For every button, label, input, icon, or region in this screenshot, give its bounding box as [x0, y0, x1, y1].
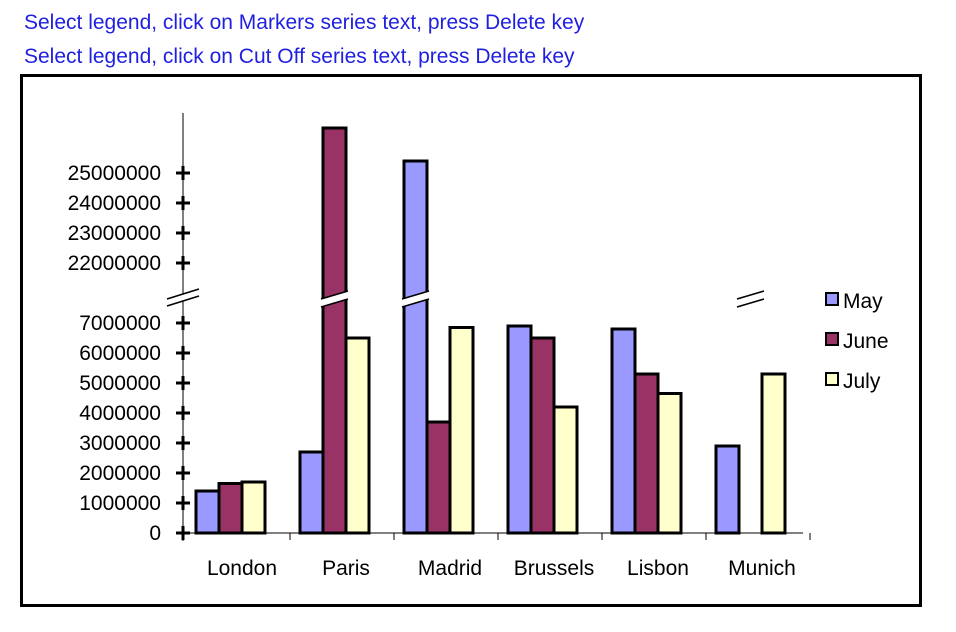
legend-swatch-may[interactable] — [825, 292, 839, 306]
y-tick-label: 0 — [149, 522, 161, 545]
y-tick-label: 22000000 — [68, 252, 161, 275]
bar-break-line — [320, 298, 349, 308]
y-tick-label: 5000000 — [79, 372, 161, 395]
bar-may[interactable] — [610, 327, 637, 535]
bar-june[interactable] — [217, 482, 244, 535]
bar-break-line — [401, 298, 430, 308]
x-tick-label: Madrid — [418, 557, 482, 580]
bar-july[interactable] — [656, 392, 683, 535]
y-tick-label: 4000000 — [79, 402, 161, 425]
bar-may[interactable] — [506, 324, 533, 535]
instruction-line-1: Select legend, click on Markers series t… — [24, 11, 585, 34]
bar-july[interactable] — [240, 480, 267, 535]
axis-break-line — [166, 288, 200, 300]
axis-break-gap — [167, 289, 199, 306]
bar-break-gap — [402, 291, 429, 307]
bar-june[interactable] — [321, 126, 348, 535]
y-tick-label: 3000000 — [79, 432, 161, 455]
bar-break-line — [736, 298, 765, 308]
bar-july[interactable] — [552, 405, 579, 535]
y-tick-label: 25000000 — [68, 162, 161, 185]
bar-may[interactable] — [714, 444, 741, 535]
legend-label-july[interactable]: July — [843, 370, 881, 393]
bar-june[interactable] — [529, 336, 556, 535]
x-tick-label: Brussels — [514, 557, 595, 580]
bar-break-gap — [737, 291, 764, 307]
x-tick-label: Paris — [322, 557, 370, 580]
bar-may[interactable] — [194, 489, 221, 535]
chart-svg[interactable]: 0 1000000 2000000 3000000 4000000 5000000 6000… — [23, 77, 919, 604]
legend-label-may[interactable]: May — [843, 290, 883, 313]
legend-label-june[interactable]: June — [843, 330, 889, 353]
bar-may[interactable] — [402, 159, 429, 535]
bar-july[interactable] — [448, 326, 475, 535]
instruction-line-2: Select legend, click on Cut Off series t… — [24, 45, 575, 68]
x-tick-label: Lisbon — [627, 557, 689, 580]
bar-may[interactable] — [298, 450, 325, 535]
y-tick-label: 24000000 — [68, 192, 161, 215]
x-tick-label: Munich — [728, 557, 796, 580]
legend-swatch-june[interactable] — [825, 332, 839, 346]
bar-july[interactable] — [344, 336, 371, 535]
y-tick-label: 2000000 — [79, 462, 161, 485]
bar-break-gap — [321, 291, 348, 307]
bar-break-line — [320, 290, 349, 300]
y-tick-label: 7000000 — [79, 312, 161, 335]
bar-break-line — [736, 290, 765, 300]
bar-july[interactable] — [760, 372, 787, 535]
chart-area[interactable]: 0 1000000 2000000 3000000 4000000 5000000 6000… — [20, 74, 922, 607]
bar-june[interactable] — [633, 372, 660, 535]
x-tick-label: London — [207, 557, 277, 580]
axis-break-line — [166, 295, 200, 307]
bar-june[interactable] — [425, 420, 452, 535]
y-tick-label: 6000000 — [79, 342, 161, 365]
y-tick-label: 1000000 — [79, 492, 161, 515]
bar-break-line — [401, 290, 430, 300]
legend-swatch-july[interactable] — [825, 372, 839, 386]
y-tick-label: 23000000 — [68, 222, 161, 245]
